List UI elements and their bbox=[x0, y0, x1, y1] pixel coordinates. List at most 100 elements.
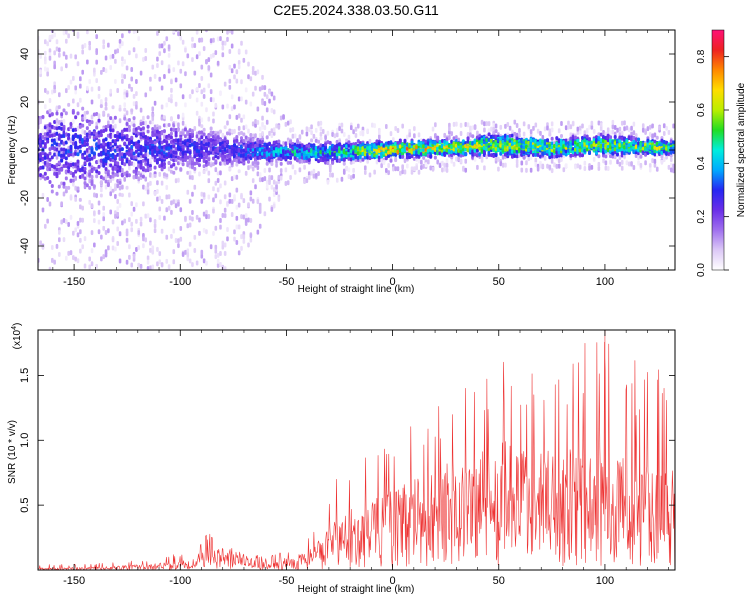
spectrogram-cell bbox=[81, 69, 84, 75]
spectrogram-cell bbox=[406, 134, 409, 140]
spectrogram-cell bbox=[106, 183, 110, 188]
spectrogram-cell bbox=[102, 67, 105, 73]
spectrogram-cell bbox=[104, 97, 108, 103]
spectrogram-cell bbox=[111, 237, 115, 243]
spectrogram-cell bbox=[546, 163, 549, 169]
spectrogram-cell bbox=[95, 193, 98, 199]
spectrogram-cell bbox=[251, 69, 255, 75]
spectrogram-cell bbox=[485, 121, 489, 127]
spectrogram-cell bbox=[396, 128, 400, 134]
spectrogram-cell bbox=[515, 158, 519, 164]
spectrogram-cell bbox=[163, 48, 166, 54]
spectrogram-cell bbox=[235, 187, 239, 193]
spectrogram-cell bbox=[142, 201, 145, 207]
spectrogram-cell bbox=[578, 164, 582, 170]
spectrogram-cell bbox=[97, 86, 101, 92]
spectrogram-cell bbox=[111, 105, 115, 110]
spectrogram-cell bbox=[352, 129, 355, 135]
spectrogram-cell bbox=[200, 37, 204, 43]
spectrogram-cell bbox=[209, 244, 213, 250]
spectrogram-cell bbox=[123, 107, 127, 112]
spectrogram-cell bbox=[410, 169, 414, 175]
spectrogram-cell bbox=[254, 70, 257, 76]
spectrogram-cell bbox=[153, 219, 157, 225]
spectrogram-cell bbox=[158, 171, 162, 177]
spectrogram-cell bbox=[506, 121, 510, 127]
spectrogram-cell bbox=[163, 74, 166, 80]
spectrogram-cell bbox=[548, 164, 552, 170]
spectrogram-cell bbox=[130, 227, 134, 233]
spectrogram-cell bbox=[174, 30, 178, 32]
spectrogram-cell bbox=[256, 229, 260, 235]
spectrogram-cell bbox=[242, 238, 246, 244]
spectrogram-cell bbox=[394, 125, 397, 131]
spectrogram-cell bbox=[251, 198, 255, 204]
spectrogram-cell bbox=[219, 91, 222, 97]
spectrogram-cell bbox=[172, 162, 176, 167]
spectrogram-cell bbox=[114, 213, 117, 219]
spectrogram-cell bbox=[574, 164, 577, 170]
spectrogram-cell bbox=[188, 93, 192, 99]
spectrogram-cell bbox=[74, 256, 77, 262]
spectrogram-cell bbox=[347, 174, 351, 180]
spectrogram-cell bbox=[270, 133, 274, 139]
spectrogram-cell bbox=[46, 162, 50, 167]
spectrogram-cell bbox=[588, 165, 591, 171]
spectrogram-cell bbox=[265, 94, 269, 100]
spectrogram-cell bbox=[307, 158, 311, 163]
spectrogram-cell bbox=[244, 49, 248, 55]
spectrogram-cell bbox=[67, 133, 71, 138]
spectrogram-cell bbox=[46, 167, 50, 172]
spectrogram-cell bbox=[473, 125, 477, 131]
spectrogram-cell bbox=[221, 244, 225, 250]
spectrogram-cell bbox=[212, 197, 215, 203]
spectrogram-cell bbox=[368, 138, 372, 144]
spectrogram-cell bbox=[219, 251, 222, 257]
spectrogram-cell bbox=[270, 162, 274, 167]
spectrogram-cell bbox=[207, 170, 211, 176]
spectrogram-cell bbox=[146, 182, 150, 188]
spectrogram-cell bbox=[172, 67, 176, 73]
spectrogram-cell bbox=[50, 138, 54, 143]
spectrogram-cell bbox=[422, 163, 425, 169]
spectrogram-cell bbox=[197, 163, 201, 168]
spectrogram-cell bbox=[205, 214, 208, 220]
spectrogram-cell bbox=[169, 131, 173, 136]
spectrogram-cell bbox=[93, 210, 96, 216]
spectrogram-cell bbox=[200, 101, 204, 107]
spectrogram-cell bbox=[335, 177, 339, 183]
spectrogram-cell bbox=[167, 205, 171, 211]
spectrogram-cell bbox=[235, 138, 239, 143]
spectrogram-cell bbox=[401, 164, 404, 170]
spectrogram-cell bbox=[62, 217, 66, 223]
spectrogram-cell bbox=[162, 129, 166, 134]
spectrogram-cell bbox=[67, 162, 71, 167]
spectrogram-cell bbox=[55, 46, 59, 52]
spectrogram-cell bbox=[43, 132, 47, 137]
spectrogram-cell bbox=[123, 94, 127, 100]
spectrogram-cell bbox=[188, 215, 192, 221]
spectrogram-cell bbox=[249, 76, 253, 82]
spectrogram-cell bbox=[62, 119, 66, 125]
spectrogram-cell bbox=[41, 151, 45, 156]
spectrogram-cell bbox=[41, 244, 45, 250]
spectrogram-cell bbox=[88, 45, 91, 51]
spectrogram-cell bbox=[121, 56, 124, 62]
spectrogram-cell bbox=[473, 156, 477, 162]
spectrogram-cell bbox=[212, 118, 215, 124]
spectrogram-cell bbox=[48, 157, 52, 162]
spectrogram-cell bbox=[279, 168, 283, 174]
spectrogram-cell bbox=[254, 85, 257, 91]
spectrogram-cell bbox=[228, 167, 232, 172]
spectrogram-cell bbox=[345, 166, 348, 172]
spectrogram-cell bbox=[228, 198, 232, 204]
spectrogram-cell bbox=[289, 174, 292, 180]
spectrogram-cell bbox=[366, 128, 369, 134]
spectrogram-cell bbox=[48, 55, 52, 61]
spectrogram-cell bbox=[368, 172, 372, 178]
spectrogram-cell bbox=[167, 161, 171, 166]
spectrogram-cell bbox=[81, 129, 84, 135]
spectrogram-cell bbox=[170, 233, 173, 239]
spectrogram-cell bbox=[69, 250, 73, 256]
spectrogram-cell bbox=[39, 165, 43, 170]
